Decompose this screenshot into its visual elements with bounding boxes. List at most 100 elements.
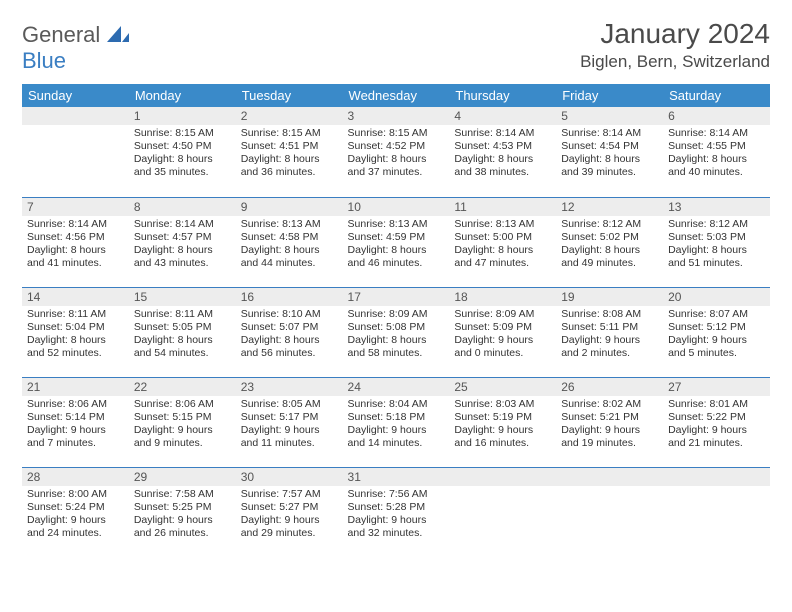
sunset-text: Sunset: 4:50 PM [134, 140, 231, 153]
daylight-text: Daylight: 8 hours and 38 minutes. [454, 153, 551, 179]
day-number [663, 468, 770, 486]
sunrise-text: Sunrise: 8:15 AM [241, 127, 338, 140]
daylight-text: Daylight: 8 hours and 40 minutes. [668, 153, 765, 179]
day-detail: Sunrise: 8:05 AMSunset: 5:17 PMDaylight:… [236, 396, 343, 455]
sunrise-text: Sunrise: 8:06 AM [27, 398, 124, 411]
day-number: 24 [343, 378, 450, 396]
calendar-day-cell: 2Sunrise: 8:15 AMSunset: 4:51 PMDaylight… [236, 107, 343, 197]
sunset-text: Sunset: 4:56 PM [27, 231, 124, 244]
calendar-day-cell: 11Sunrise: 8:13 AMSunset: 5:00 PMDayligh… [449, 197, 556, 287]
day-detail: Sunrise: 8:14 AMSunset: 4:57 PMDaylight:… [129, 216, 236, 275]
daylight-text: Daylight: 8 hours and 51 minutes. [668, 244, 765, 270]
calendar-week-row: 14Sunrise: 8:11 AMSunset: 5:04 PMDayligh… [22, 287, 770, 377]
calendar-week-row: 1Sunrise: 8:15 AMSunset: 4:50 PMDaylight… [22, 107, 770, 197]
daylight-text: Daylight: 9 hours and 14 minutes. [348, 424, 445, 450]
calendar-week-row: 21Sunrise: 8:06 AMSunset: 5:14 PMDayligh… [22, 377, 770, 467]
sunset-text: Sunset: 4:52 PM [348, 140, 445, 153]
daylight-text: Daylight: 8 hours and 58 minutes. [348, 334, 445, 360]
calendar-day-cell: 16Sunrise: 8:10 AMSunset: 5:07 PMDayligh… [236, 287, 343, 377]
logo-text: General Blue [22, 22, 129, 74]
sunset-text: Sunset: 5:09 PM [454, 321, 551, 334]
weekday-header: Monday [129, 84, 236, 107]
day-detail: Sunrise: 8:15 AMSunset: 4:50 PMDaylight:… [129, 125, 236, 184]
daylight-text: Daylight: 8 hours and 41 minutes. [27, 244, 124, 270]
calendar-day-cell: 10Sunrise: 8:13 AMSunset: 4:59 PMDayligh… [343, 197, 450, 287]
weekday-header: Tuesday [236, 84, 343, 107]
calendar-week-row: 7Sunrise: 8:14 AMSunset: 4:56 PMDaylight… [22, 197, 770, 287]
sunrise-text: Sunrise: 8:15 AM [134, 127, 231, 140]
day-number: 25 [449, 378, 556, 396]
daylight-text: Daylight: 8 hours and 44 minutes. [241, 244, 338, 270]
sunrise-text: Sunrise: 8:13 AM [348, 218, 445, 231]
calendar-day-cell [663, 467, 770, 557]
day-detail: Sunrise: 8:00 AMSunset: 5:24 PMDaylight:… [22, 486, 129, 545]
sunrise-text: Sunrise: 8:06 AM [134, 398, 231, 411]
sunrise-text: Sunrise: 7:57 AM [241, 488, 338, 501]
sunrise-text: Sunrise: 8:08 AM [561, 308, 658, 321]
day-detail: Sunrise: 7:56 AMSunset: 5:28 PMDaylight:… [343, 486, 450, 545]
calendar-day-cell: 5Sunrise: 8:14 AMSunset: 4:54 PMDaylight… [556, 107, 663, 197]
daylight-text: Daylight: 8 hours and 56 minutes. [241, 334, 338, 360]
daylight-text: Daylight: 9 hours and 26 minutes. [134, 514, 231, 540]
day-detail: Sunrise: 8:06 AMSunset: 5:14 PMDaylight:… [22, 396, 129, 455]
day-detail: Sunrise: 7:57 AMSunset: 5:27 PMDaylight:… [236, 486, 343, 545]
day-detail: Sunrise: 8:12 AMSunset: 5:02 PMDaylight:… [556, 216, 663, 275]
sunrise-text: Sunrise: 8:11 AM [27, 308, 124, 321]
day-number: 11 [449, 198, 556, 216]
calendar-day-cell: 1Sunrise: 8:15 AMSunset: 4:50 PMDaylight… [129, 107, 236, 197]
sunset-text: Sunset: 5:12 PM [668, 321, 765, 334]
calendar-day-cell: 12Sunrise: 8:12 AMSunset: 5:02 PMDayligh… [556, 197, 663, 287]
calendar-day-cell: 18Sunrise: 8:09 AMSunset: 5:09 PMDayligh… [449, 287, 556, 377]
day-number: 15 [129, 288, 236, 306]
weekday-header: Sunday [22, 84, 129, 107]
day-detail: Sunrise: 8:06 AMSunset: 5:15 PMDaylight:… [129, 396, 236, 455]
sunset-text: Sunset: 5:08 PM [348, 321, 445, 334]
day-number: 10 [343, 198, 450, 216]
header: General Blue January 2024 Biglen, Bern, … [22, 18, 770, 74]
location-text: Biglen, Bern, Switzerland [580, 52, 770, 72]
day-number: 21 [22, 378, 129, 396]
sunset-text: Sunset: 5:28 PM [348, 501, 445, 514]
sunrise-text: Sunrise: 8:01 AM [668, 398, 765, 411]
day-number [449, 468, 556, 486]
day-detail: Sunrise: 8:13 AMSunset: 4:59 PMDaylight:… [343, 216, 450, 275]
calendar-day-cell: 17Sunrise: 8:09 AMSunset: 5:08 PMDayligh… [343, 287, 450, 377]
daylight-text: Daylight: 9 hours and 21 minutes. [668, 424, 765, 450]
calendar-day-cell: 29Sunrise: 7:58 AMSunset: 5:25 PMDayligh… [129, 467, 236, 557]
calendar-day-cell: 24Sunrise: 8:04 AMSunset: 5:18 PMDayligh… [343, 377, 450, 467]
sunrise-text: Sunrise: 8:03 AM [454, 398, 551, 411]
calendar-day-cell: 31Sunrise: 7:56 AMSunset: 5:28 PMDayligh… [343, 467, 450, 557]
daylight-text: Daylight: 8 hours and 46 minutes. [348, 244, 445, 270]
day-number: 4 [449, 107, 556, 125]
sunrise-text: Sunrise: 8:14 AM [27, 218, 124, 231]
sunrise-text: Sunrise: 7:58 AM [134, 488, 231, 501]
sunrise-text: Sunrise: 8:14 AM [561, 127, 658, 140]
day-number: 18 [449, 288, 556, 306]
daylight-text: Daylight: 9 hours and 24 minutes. [27, 514, 124, 540]
weekday-header: Friday [556, 84, 663, 107]
weekday-header-row: Sunday Monday Tuesday Wednesday Thursday… [22, 84, 770, 107]
calendar-day-cell: 7Sunrise: 8:14 AMSunset: 4:56 PMDaylight… [22, 197, 129, 287]
calendar-day-cell: 30Sunrise: 7:57 AMSunset: 5:27 PMDayligh… [236, 467, 343, 557]
day-number: 14 [22, 288, 129, 306]
day-detail: Sunrise: 8:11 AMSunset: 5:05 PMDaylight:… [129, 306, 236, 365]
daylight-text: Daylight: 9 hours and 11 minutes. [241, 424, 338, 450]
daylight-text: Daylight: 9 hours and 32 minutes. [348, 514, 445, 540]
sunset-text: Sunset: 5:00 PM [454, 231, 551, 244]
day-detail: Sunrise: 8:15 AMSunset: 4:51 PMDaylight:… [236, 125, 343, 184]
day-number: 17 [343, 288, 450, 306]
sunset-text: Sunset: 4:59 PM [348, 231, 445, 244]
day-number [556, 468, 663, 486]
sunrise-text: Sunrise: 8:14 AM [668, 127, 765, 140]
calendar-day-cell: 3Sunrise: 8:15 AMSunset: 4:52 PMDaylight… [343, 107, 450, 197]
day-detail: Sunrise: 8:14 AMSunset: 4:55 PMDaylight:… [663, 125, 770, 184]
day-number: 13 [663, 198, 770, 216]
day-detail: Sunrise: 8:07 AMSunset: 5:12 PMDaylight:… [663, 306, 770, 365]
sunrise-text: Sunrise: 8:14 AM [134, 218, 231, 231]
day-number: 28 [22, 468, 129, 486]
calendar-day-cell: 20Sunrise: 8:07 AMSunset: 5:12 PMDayligh… [663, 287, 770, 377]
sunset-text: Sunset: 4:54 PM [561, 140, 658, 153]
sunset-text: Sunset: 5:27 PM [241, 501, 338, 514]
day-detail: Sunrise: 7:58 AMSunset: 5:25 PMDaylight:… [129, 486, 236, 545]
daylight-text: Daylight: 8 hours and 37 minutes. [348, 153, 445, 179]
